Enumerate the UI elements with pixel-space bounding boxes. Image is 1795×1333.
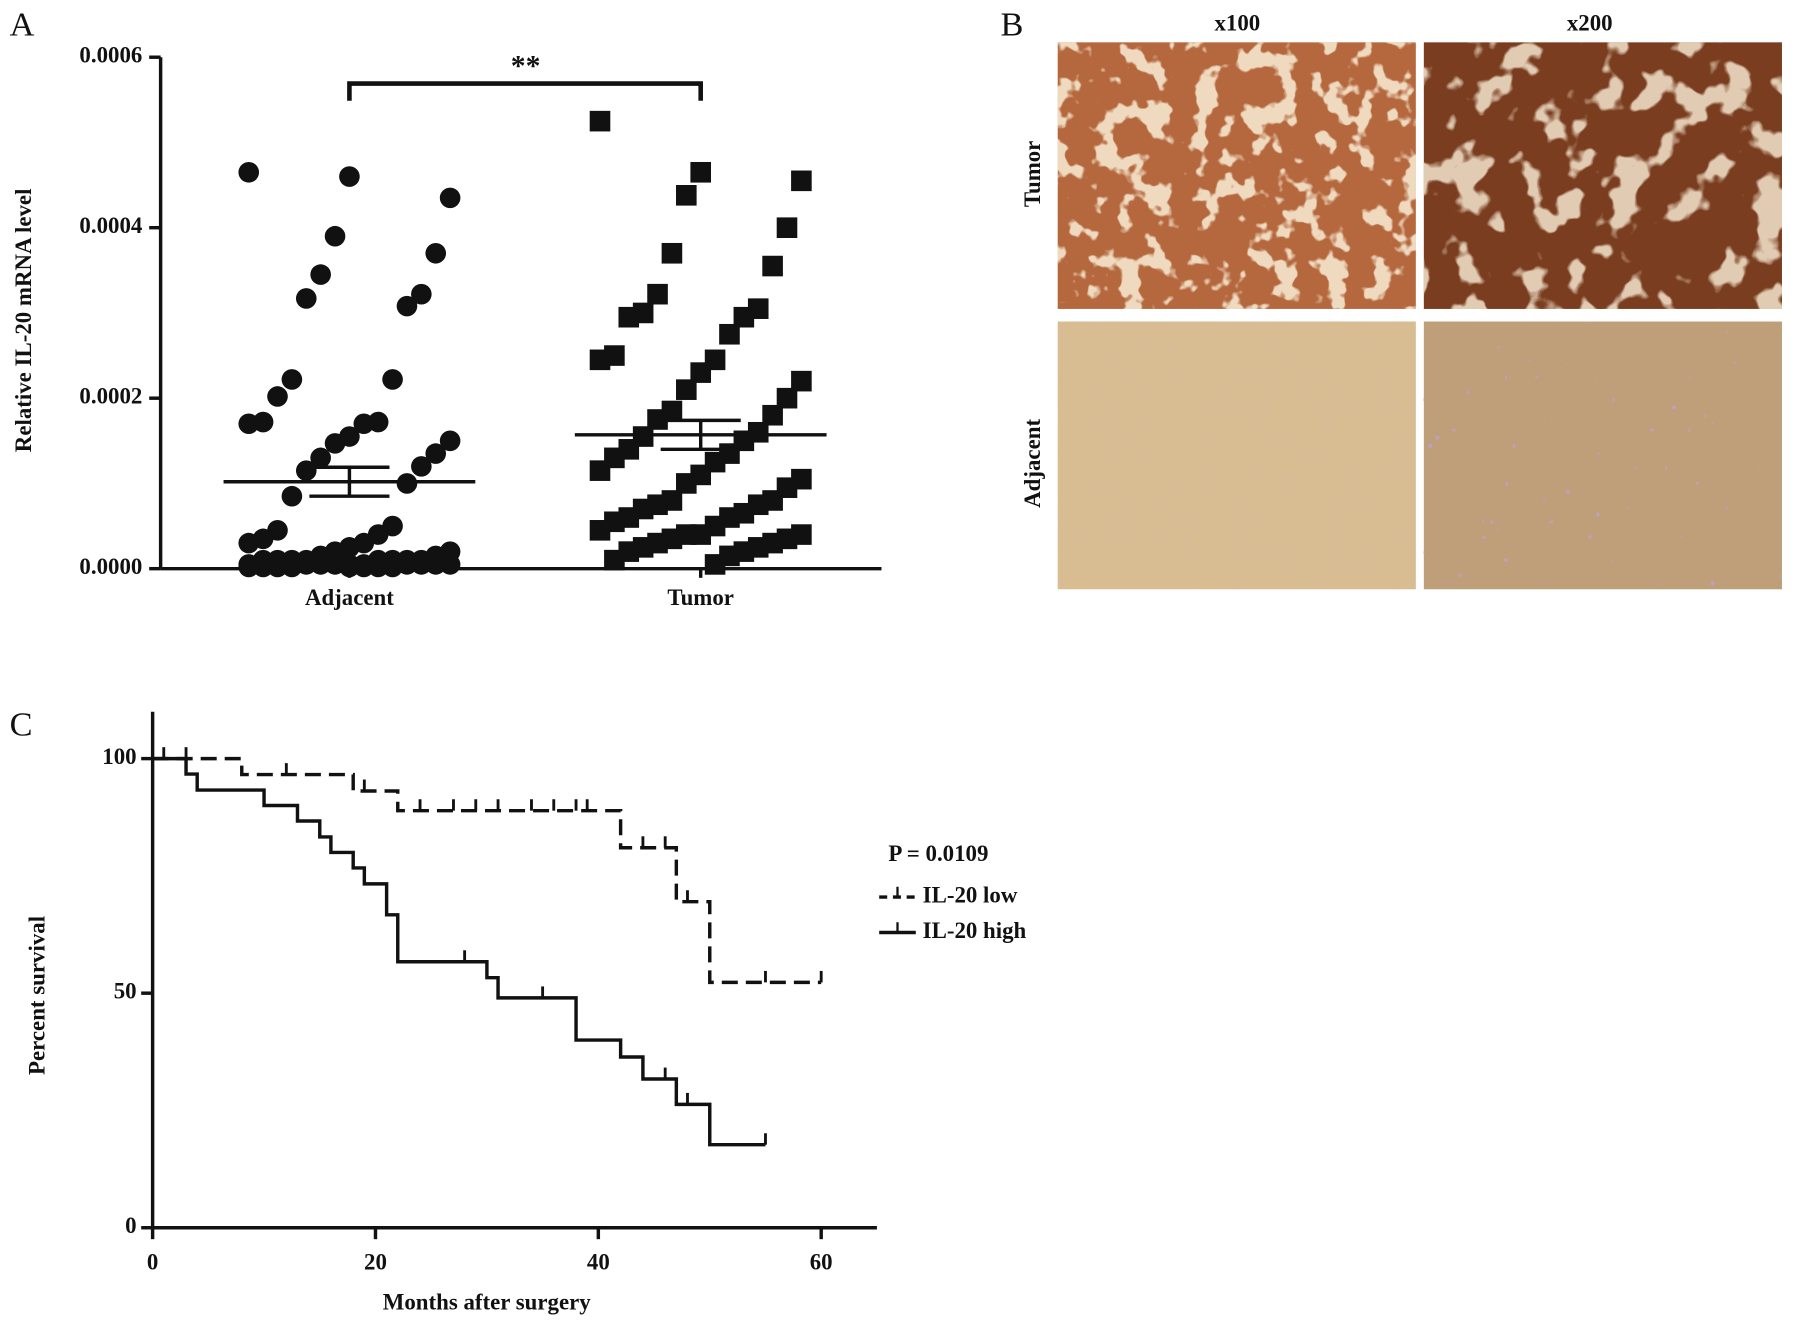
y-tick-label: 100 [102,744,136,769]
data-point [762,404,783,426]
data-point [791,370,812,392]
legend-label: IL-20 high [923,918,1027,943]
significance-bracket [347,81,703,101]
data-point [238,532,260,554]
x-tick-label: 0 [147,1250,158,1275]
row-label: Tumor [1020,141,1045,208]
data-point [439,554,461,575]
data-point [324,433,346,454]
data-point [661,242,683,264]
micrograph-texture [1057,321,1416,590]
data-point [604,549,625,571]
data-point [310,447,331,469]
data-point [238,556,260,578]
panel-label: A [10,5,35,43]
x-tick-label: Adjacent [305,585,394,610]
y-tick-label: 0.0006 [79,42,142,67]
data-point [267,556,288,578]
data-point [425,554,447,575]
x-tick-label: Tumor [667,585,734,610]
legend-label: IL-20 low [923,882,1018,907]
data-point [411,554,432,575]
data-point [353,556,375,578]
data-point [776,217,798,238]
micrograph-texture [1423,321,1782,590]
y-tick-label: 0 [125,1213,136,1238]
y-tick-label: 0.0002 [79,383,142,408]
data-point [382,369,403,390]
y-tick-label: 50 [114,978,137,1003]
data-point [425,443,447,464]
p-value: P = 0.0109 [888,841,988,866]
data-point [589,349,611,371]
data-point [238,413,260,435]
data-point [618,306,640,328]
data-point [281,369,303,390]
panel-b: B x100 x200 Tumor Adjacent [1000,5,1782,590]
data-point [733,306,755,328]
survival-curve [152,756,822,985]
data-point [647,283,668,305]
data-point [353,413,375,435]
data-point [295,460,317,481]
data-point [382,556,403,578]
data-point [647,409,668,430]
panel-label: B [1000,5,1023,43]
data-point [589,520,611,541]
data-point [396,295,418,317]
data-point [676,379,697,400]
data-point [719,323,740,345]
data-point [310,264,331,285]
data-point [791,170,812,192]
data-point [762,255,783,277]
x-tick-label: 60 [810,1250,833,1275]
data-point [411,456,432,477]
x-axis-label: Months after surgery [383,1290,592,1315]
data-point [238,161,260,183]
data-point [439,430,461,452]
data-point [439,187,461,209]
data-point [295,288,317,309]
data-point [281,485,303,507]
data-point [310,554,331,575]
data-point [676,185,697,206]
data-point [281,556,303,578]
y-axis-label: Relative IL-20 mRNA level [11,189,36,453]
y-axis-label: Percent survival [25,916,50,1075]
data-point [425,242,447,264]
column-label: x100 [1214,10,1260,35]
data-point [676,473,697,494]
micrograph-texture [1057,42,1416,309]
data-point [367,556,389,578]
y-tick-label: 0.0000 [79,554,142,579]
column-label: x200 [1567,10,1613,35]
data-point [339,166,360,187]
panel-a: A Relative IL-20 mRNA level ** 0.0000 0.0… [10,5,882,610]
x-tick-label: 20 [364,1250,387,1275]
data-point [339,556,360,578]
data-point [690,161,711,183]
data-point [267,386,288,407]
row-label: Adjacent [1020,419,1045,508]
x-tick-label: 40 [587,1250,610,1275]
sem-bar [660,418,741,452]
data-point [704,554,726,575]
sem-bar [309,465,390,498]
data-point [252,556,274,578]
survival-curve [152,756,766,1147]
data-point [589,460,611,481]
data-point [776,387,798,409]
y-tick-label: 0.0004 [79,213,142,238]
panel-label: C [10,706,33,744]
data-point [324,225,346,247]
micrograph-texture [1423,42,1782,309]
panel-c: C Percent survival Months after surgery … [10,706,1027,1315]
data-point [690,362,711,383]
data-point [411,283,432,305]
data-point [589,110,611,132]
significance: ** [511,49,541,82]
